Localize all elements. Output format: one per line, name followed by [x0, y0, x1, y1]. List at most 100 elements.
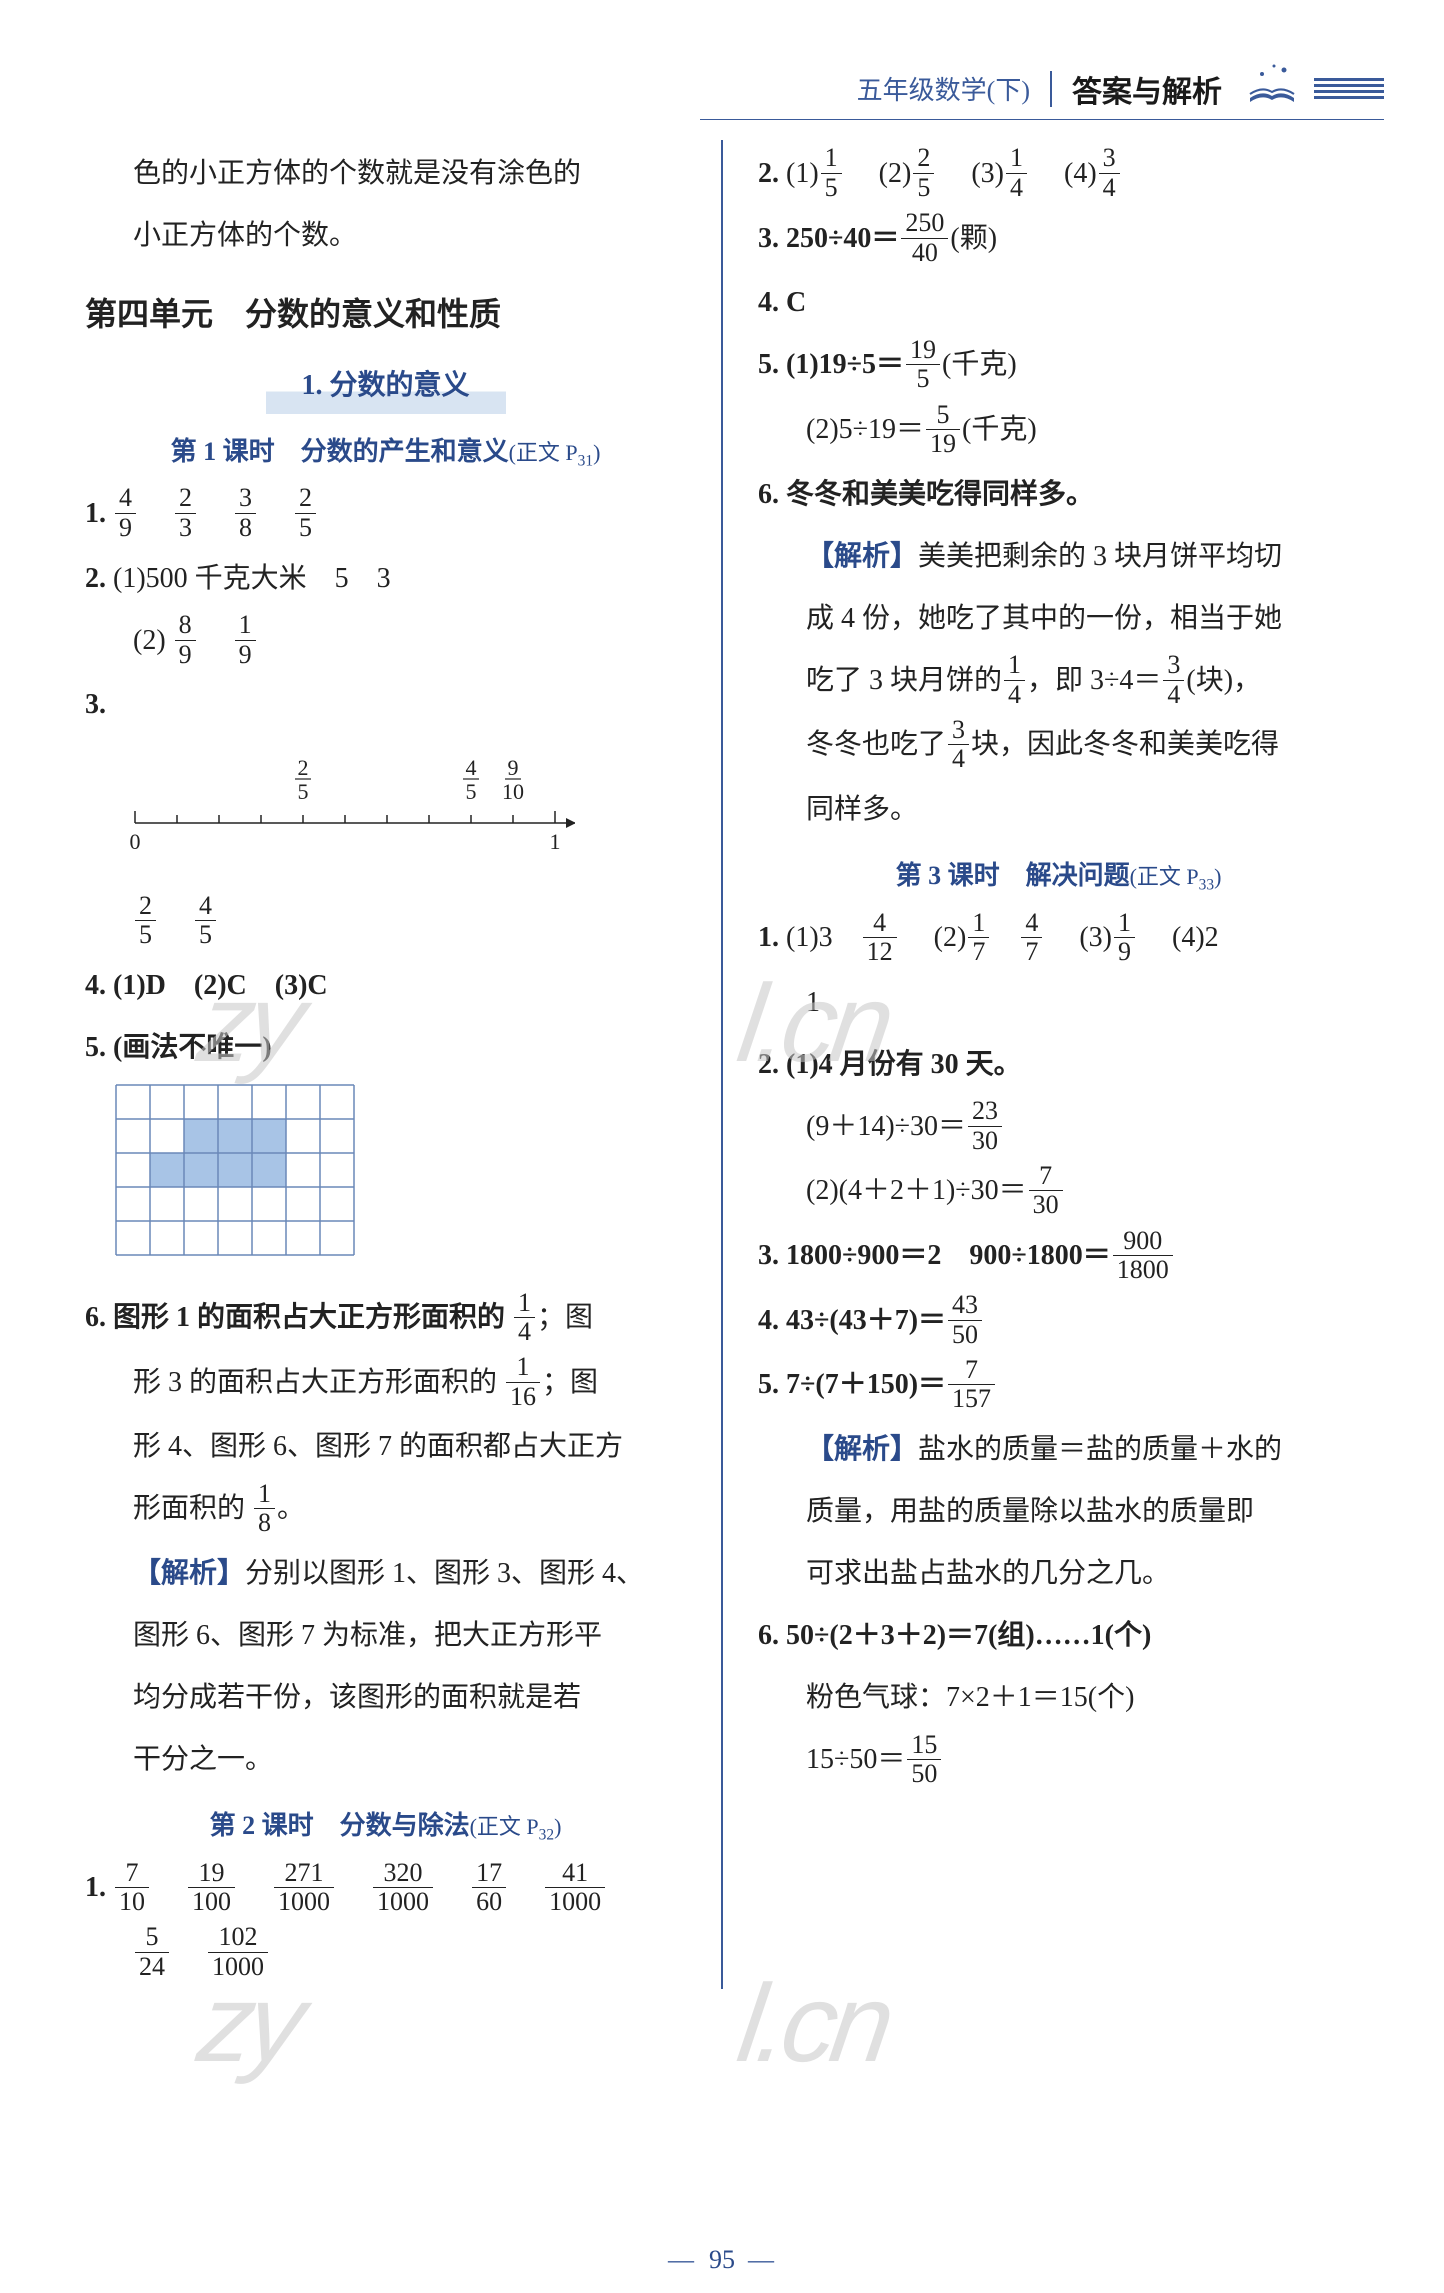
q2-2-frac-2: 19: [235, 611, 256, 669]
l-q6-p1: 6. 图形 1 的面积占大正方形面积的 14；图: [85, 1290, 686, 1349]
svg-text:10: 10: [502, 779, 524, 804]
section-1-title: 1. 分数的意义: [266, 358, 506, 414]
svg-text:5: 5: [466, 779, 477, 804]
r-q6-l1: 美美把剩余的 3 块月饼平均切: [918, 541, 1282, 572]
l3-q2-1b-f: 2330: [968, 1097, 1002, 1155]
q1-frac-4: 25: [295, 484, 316, 542]
l3-q1-3-pre: (3): [1079, 922, 1112, 953]
l3-q1-1-f: 412: [863, 909, 897, 967]
header-rule-icon: [1314, 75, 1384, 102]
page-header: 五年级数学(下) 答案与解析: [60, 40, 1384, 120]
l2-q1-f3: 2711000: [274, 1859, 334, 1917]
l3-q1-extra: 1: [758, 975, 1359, 1031]
l3-q2-2: (2)(4＋2＋1)÷30＝730: [758, 1163, 1359, 1222]
r-q5-2: (2)5÷19＝519(千克): [758, 402, 1359, 461]
grid-svg: [115, 1084, 355, 1256]
l2-q1-f7: 524: [135, 1923, 169, 1981]
r-q5-1-pre: 5. (1)19÷5＝: [758, 349, 904, 380]
l3-q1-3-f: 19: [1114, 909, 1135, 967]
header-separator: [1050, 71, 1052, 107]
q1-number: 1.: [85, 498, 106, 529]
footer-dash-r: —: [748, 2245, 776, 2274]
section-1-wrap: 1. 分数的意义: [85, 358, 686, 414]
page-number: 95: [709, 2245, 735, 2274]
intro-line-1: 色的小正方体的个数就是没有涂色的: [85, 146, 686, 202]
l3-q5-l3: 可求出盐占盐水的几分之几。: [758, 1546, 1359, 1602]
l-q6-p3: 形 4、图形 6、图形 7 的面积都占大正方: [85, 1419, 686, 1475]
q6-ana-l1: 分别以图形 1、图形 3、图形 4、: [245, 1558, 644, 1589]
r-q5-1-post: (千克): [942, 349, 1017, 380]
page-footer: — 95 —: [0, 2245, 1444, 2275]
lesson-1-label: 第 1 课时 分数的产生和意义: [171, 437, 509, 466]
r-q2-1-pre: (1): [786, 158, 819, 189]
q2-1-text: (1)500 千克大米 5 3: [113, 563, 391, 594]
l3-q1-4: (4)2: [1172, 922, 1219, 953]
l3-q1-1-pre: (1)3: [786, 922, 861, 953]
l3-q1-number: 1.: [758, 922, 779, 953]
l-q6-ana-l2: 图形 6、图形 7 为标准，把大正方形平: [85, 1608, 686, 1664]
l3-q5-l1: 盐水的质量＝盐的质量＋水的: [918, 1434, 1282, 1465]
lesson-1-ref: (正文 P31): [509, 440, 601, 465]
content-columns: 色的小正方体的个数就是没有涂色的 小正方体的个数。 第四单元 分数的意义和性质 …: [60, 140, 1384, 1989]
svg-text:2: 2: [298, 755, 309, 780]
header-underline: [700, 119, 1384, 120]
number-line-svg: 012545910: [115, 753, 575, 863]
svg-text:1: 1: [550, 829, 561, 854]
l3-q2-1: 2. (1)4 月份有 30 天。: [758, 1037, 1359, 1093]
q6-frac-1: 14: [514, 1289, 535, 1347]
l2-q1-row2: 524 1021000: [85, 1925, 686, 1984]
q1-frac-3: 38: [235, 484, 256, 542]
l3-q4-f: 4350: [948, 1291, 982, 1349]
l-q5: 5. (画法不唯一): [85, 1020, 686, 1076]
r-q5-2-pre: (2)5÷19＝: [806, 414, 924, 445]
r-q5-2-frac: 519: [926, 401, 960, 459]
r-q6-l5: 同样多。: [758, 782, 1359, 838]
l3-q2-1b-pre: (9＋14)÷30＝: [806, 1111, 966, 1142]
l3-q2-2-pre: (2)(4＋2＋1)÷30＝: [806, 1175, 1027, 1206]
r-q6-l4-b: 块，因此冬冬和美美吃得: [971, 729, 1279, 760]
r-q3-pre: 3. 250÷40＝: [758, 223, 899, 254]
l-q6-p4: 形面积的 18。: [85, 1481, 686, 1540]
svg-text:0: 0: [130, 829, 141, 854]
r-analysis-label: 【解析】: [806, 541, 918, 572]
l3-q1-2-pre: (2): [934, 922, 967, 953]
analysis-label: 【解析】: [133, 1558, 245, 1589]
svg-text:5: 5: [298, 779, 309, 804]
r-q2-2-pre: (2): [879, 158, 912, 189]
r-q2-f2: 25: [913, 144, 934, 202]
l3-q6-l3: 15÷50＝1550: [758, 1732, 1359, 1791]
book-icon: [1242, 62, 1302, 115]
r-q6-l3-f1: 14: [1004, 651, 1025, 709]
q6-frac-3: 18: [254, 1480, 275, 1538]
lesson-3-ref: (正文 P33): [1130, 864, 1222, 889]
l3-q3-a: 3. 1800÷900＝2 900÷1800＝: [758, 1240, 1111, 1271]
l3-q5: 5. 7÷(7＋150)＝7157: [758, 1357, 1359, 1416]
l3-analysis-label: 【解析】: [806, 1434, 918, 1465]
r-q3: 3. 250÷40＝25040(颗): [758, 211, 1359, 270]
r-q6-l4-f: 34: [948, 716, 969, 774]
svg-text:4: 4: [466, 755, 477, 780]
l3-q1-2-f1: 17: [968, 909, 989, 967]
l3-q5-l2: 质量，用盐的质量除以盐水的质量即: [758, 1484, 1359, 1540]
l3-q6-l3-pre: 15÷50＝: [806, 1744, 905, 1775]
unit-title: 第四单元 分数的意义和性质: [85, 282, 686, 346]
q3-below-frac-1: 25: [135, 892, 156, 950]
r-q3-frac: 25040: [901, 209, 948, 267]
q3-number: 3.: [85, 689, 106, 720]
l2-q1-f4: 3201000: [373, 1859, 433, 1917]
q5-label: 5. (画法不唯一): [85, 1032, 272, 1063]
l3-q5-f: 7157: [948, 1356, 995, 1414]
footer-dash-l: —: [668, 2245, 696, 2274]
q1-frac-1: 49: [115, 484, 136, 542]
r-q6-l4-a: 冬冬也吃了: [806, 729, 946, 760]
right-column: 2. (1)15 (2)25 (3)14 (4)34 3. 250÷40＝250…: [723, 140, 1384, 1989]
q6-text-1b: ；图: [537, 1302, 593, 1333]
r-q2-3-pre: (3): [971, 158, 1004, 189]
l2-q1-number: 1.: [85, 1872, 106, 1903]
l2-q1-f2: 19100: [188, 1859, 235, 1917]
r-q2-f1: 15: [821, 144, 842, 202]
l-q6-p2: 形 3 的面积占大正方形面积的 116；图: [85, 1355, 686, 1414]
grade-label: 五年级数学(下): [857, 70, 1030, 107]
r-q3-post: (颗): [950, 223, 997, 254]
svg-text:9: 9: [508, 755, 519, 780]
